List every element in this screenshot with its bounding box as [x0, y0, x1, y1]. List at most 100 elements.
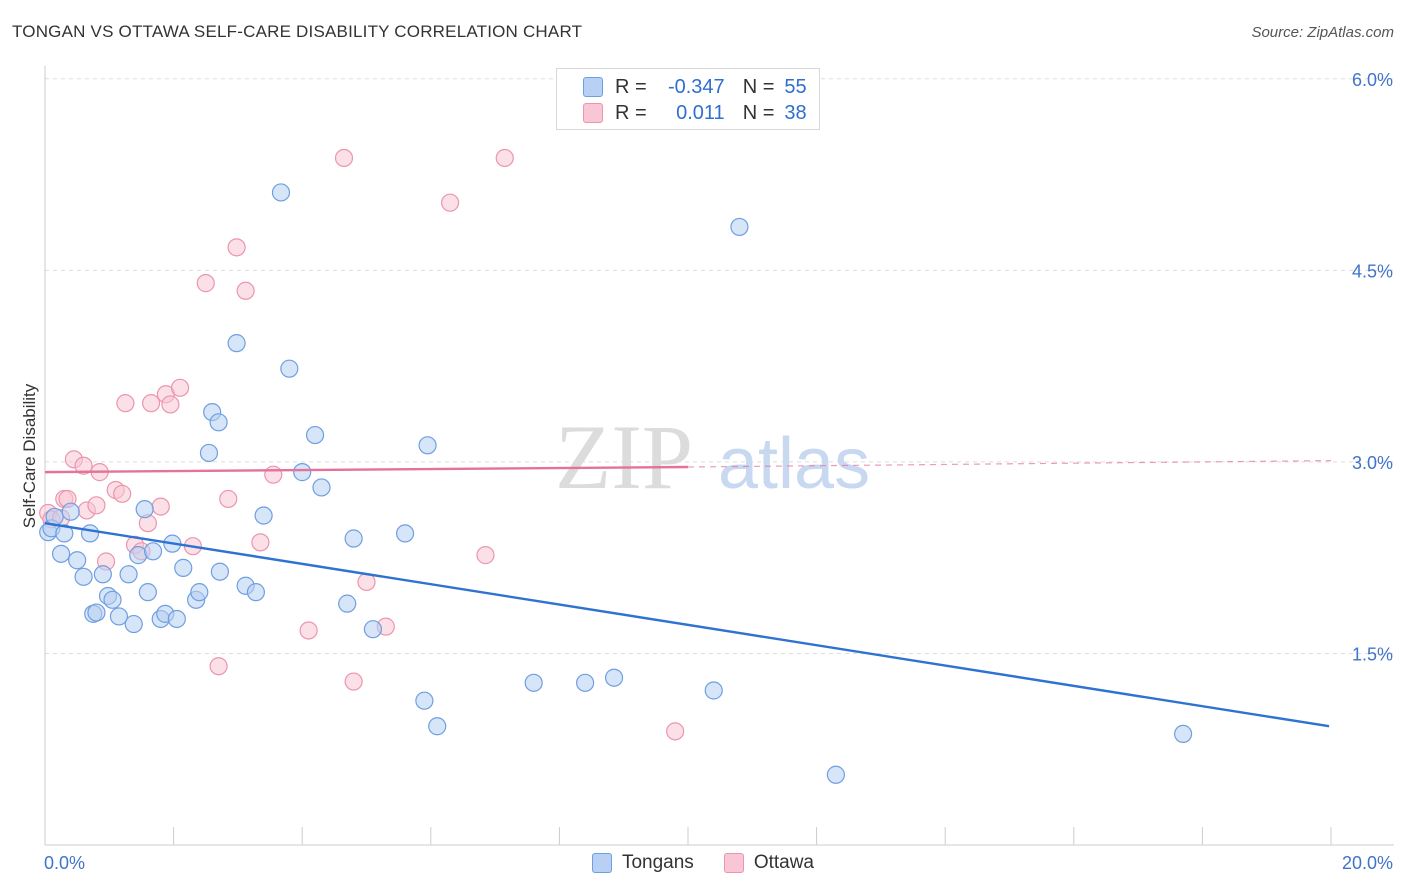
ottawa-point [74, 456, 93, 475]
tongans-point [124, 614, 143, 634]
ottawa-point [236, 281, 255, 300]
chart-title: TONGAN VS OTTAWA SELF-CARE DISABILITY CO… [12, 22, 583, 41]
watermark: ZIP atlas [555, 406, 870, 508]
ottawa-point [299, 621, 318, 640]
tongans-point [87, 603, 106, 622]
tongans-point [730, 217, 749, 237]
tongans-point [524, 673, 543, 692]
legend-item-tongans: Tongans [591, 852, 694, 874]
tongans-point [395, 524, 415, 543]
tongans-point [604, 668, 624, 687]
ottawa-point [334, 148, 354, 168]
tongans-point [174, 558, 193, 577]
ottawa-point [666, 722, 685, 741]
tongans-point [119, 565, 138, 584]
ottawa-legend-swatch [723, 853, 744, 873]
x-tick-label-max: 20.0% [1342, 853, 1393, 873]
ottawa-r-label: R = [615, 101, 647, 124]
tongans-point [199, 443, 219, 463]
ottawa-point [219, 489, 238, 509]
tongans-point [61, 502, 80, 521]
trend-lines [44, 460, 1332, 728]
tongans-point [428, 717, 447, 736]
ottawa-point [209, 657, 228, 676]
y-axis-label: Self-Care Disability [20, 383, 39, 528]
ottawa-point [141, 394, 161, 413]
tongans-point [135, 500, 154, 519]
y-tick-label: 6.0% [1352, 70, 1393, 90]
tongans-point [826, 765, 845, 784]
tongans-point [576, 673, 595, 692]
watermark-atlas: atlas [718, 424, 870, 504]
tongans-legend-label: Tongans [621, 852, 694, 873]
tongans-point [143, 542, 163, 561]
ottawa-point [476, 546, 495, 565]
legend-row-tongans: R = -0.347 N = 55 [583, 74, 807, 100]
legend-row-ottawa: R = 0.011 N = 38 [583, 100, 807, 126]
ottawa-n-value: 38 [784, 101, 807, 124]
tongans-point [418, 436, 437, 455]
tongans-n-label: N = [742, 75, 775, 98]
axes [44, 66, 1394, 846]
x-tick-label-min: 0.0% [44, 853, 85, 873]
series-legend: Tongans Ottawa [0, 852, 1406, 874]
correlation-legend: R = -0.347 N = 55 R = 0.011 N = 38 [556, 68, 820, 130]
ottawa-point [87, 496, 106, 515]
ottawa-swatch [583, 103, 603, 123]
grid-lines [45, 78, 1394, 654]
tongans-swatch [583, 77, 603, 97]
tongans-points [39, 183, 1193, 784]
tongans-point [109, 607, 129, 626]
tongans-point [338, 594, 357, 613]
tongans-trend-line [44, 522, 1330, 728]
tongans-point [271, 183, 291, 202]
ottawa-point [440, 193, 460, 212]
tongans-point [363, 620, 383, 639]
ottawa-point [344, 672, 363, 691]
tick-labels: 1.5% 3.0% 4.5% 6.0% 0.0% 20.0% [44, 70, 1393, 873]
source-label: Source: ZipAtlas.com [1251, 24, 1394, 41]
tongans-point [93, 565, 112, 584]
tongans-point [55, 524, 74, 543]
tongans-point [167, 609, 186, 629]
tongans-point [74, 567, 93, 586]
ottawa-trend-extension [687, 460, 1332, 468]
tongans-point [190, 583, 209, 602]
ottawa-point [251, 533, 270, 552]
tongans-r-label: R = [615, 75, 647, 98]
tongans-point [209, 413, 228, 432]
tongans-point [293, 463, 312, 482]
tongans-point [246, 583, 266, 602]
ottawa-legend-label: Ottawa [753, 852, 815, 873]
tongans-point [704, 681, 723, 700]
tongans-point [1174, 724, 1193, 744]
ottawa-point [227, 238, 246, 257]
legend-item-ottawa: Ottawa [723, 852, 815, 874]
tongans-r-value: -0.347 [667, 75, 725, 98]
tongans-point [103, 590, 122, 609]
y-tick-label: 3.0% [1352, 453, 1393, 473]
tongans-point [254, 506, 273, 525]
tongans-point [344, 529, 363, 548]
ottawa-point [116, 394, 135, 413]
ottawa-point [495, 148, 514, 168]
ottawa-n-label: N = [742, 101, 775, 124]
tongans-point [312, 478, 331, 497]
tongans-point [210, 562, 229, 581]
ottawa-r-value: 0.011 [676, 101, 725, 124]
ottawa-point [196, 274, 215, 293]
ottawa-point [113, 484, 132, 503]
ottawa-trend-line [44, 465, 689, 474]
tongans-point [51, 544, 71, 563]
watermark-zip: ZIP [555, 406, 693, 508]
ottawa-point [264, 465, 283, 484]
tongans-point [80, 524, 100, 543]
y-tick-label: 4.5% [1352, 261, 1393, 281]
y-tick-label: 1.5% [1352, 644, 1393, 664]
tongans-point [280, 359, 299, 378]
ottawa-point [170, 378, 190, 397]
ottawa-point [161, 395, 180, 414]
tongans-point [305, 425, 325, 445]
tongans-point [415, 691, 434, 710]
